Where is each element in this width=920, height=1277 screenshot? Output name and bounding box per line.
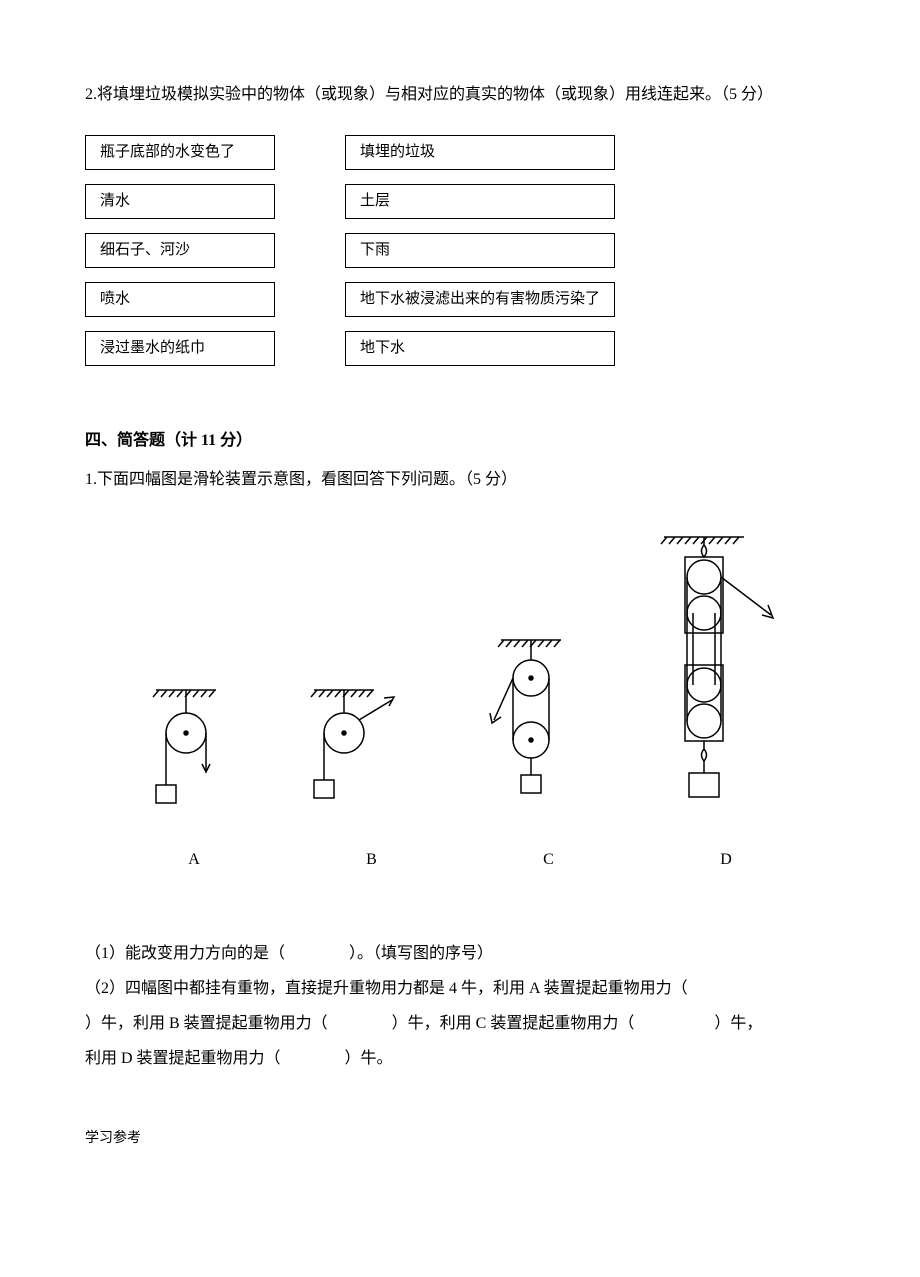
label-a: A — [188, 845, 200, 875]
question-2-text: 2.将填埋垃圾模拟实验中的物体（或现象）与相对应的真实的物体（或现象）用线连起来… — [85, 80, 835, 110]
sub-question-2a: （2）四幅图中都挂有重物，直接提升重物用力都是 4 牛，利用 A 装置提起重物用… — [85, 971, 835, 1006]
match-left-item: 细石子、河沙 — [85, 233, 275, 268]
pulley-diagrams — [105, 525, 815, 825]
sub-question-2b: ）牛，利用 B 装置提起重物用力（ ）牛，利用 C 装置提起重物用力（ ）牛， — [85, 1006, 835, 1041]
match-right-item: 下雨 — [345, 233, 615, 268]
page-footer: 学习参考 — [85, 1126, 835, 1153]
diagram-a — [141, 675, 231, 825]
label-b: B — [366, 845, 377, 875]
question-4-1-text: 1.下面四幅图是滑轮装置示意图，看图回答下列问题。（5 分） — [85, 465, 835, 495]
match-right-column: 填埋的垃圾 土层 下雨 地下水被浸滤出来的有害物质污染了 地下水 — [345, 135, 615, 366]
diagram-d — [649, 525, 779, 825]
sub-question-1: （1）能改变用力方向的是（ ）。（填写图的序号） — [85, 936, 835, 971]
matching-exercise: 瓶子底部的水变色了 清水 细石子、河沙 喷水 浸过墨水的纸巾 填埋的垃圾 土层 … — [85, 135, 835, 366]
match-right-item: 地下水 — [345, 331, 615, 366]
match-left-column: 瓶子底部的水变色了 清水 细石子、河沙 喷水 浸过墨水的纸巾 — [85, 135, 275, 366]
diagram-labels: A B C D — [105, 845, 815, 875]
diagram-c — [476, 625, 576, 825]
match-left-item: 浸过墨水的纸巾 — [85, 331, 275, 366]
match-left-item: 喷水 — [85, 282, 275, 317]
section-4-title: 四、简答题（计 11 分） — [85, 426, 835, 456]
label-d: D — [720, 845, 732, 875]
match-right-item: 地下水被浸滤出来的有害物质污染了 — [345, 282, 615, 317]
match-left-item: 清水 — [85, 184, 275, 219]
match-left-item: 瓶子底部的水变色了 — [85, 135, 275, 170]
match-right-item: 填埋的垃圾 — [345, 135, 615, 170]
sub-question-2c: 利用 D 装置提起重物用力（ ）牛。 — [85, 1041, 835, 1076]
diagram-b — [304, 675, 404, 825]
label-c: C — [543, 845, 554, 875]
match-right-item: 土层 — [345, 184, 615, 219]
